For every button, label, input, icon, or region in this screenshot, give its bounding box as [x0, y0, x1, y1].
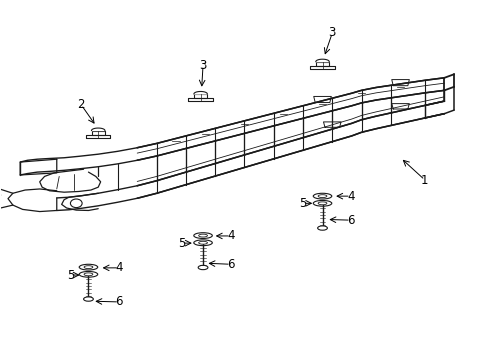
Ellipse shape — [317, 226, 327, 230]
Ellipse shape — [193, 233, 212, 238]
Ellipse shape — [318, 202, 326, 205]
Text: 4: 4 — [115, 261, 122, 274]
Circle shape — [70, 199, 82, 208]
Polygon shape — [391, 104, 408, 109]
Polygon shape — [91, 128, 105, 131]
Text: 3: 3 — [199, 59, 206, 72]
Ellipse shape — [83, 297, 93, 301]
Polygon shape — [194, 94, 207, 98]
Text: 4: 4 — [226, 229, 234, 242]
Polygon shape — [315, 59, 328, 62]
Text: 5: 5 — [178, 237, 185, 249]
Text: 6: 6 — [115, 296, 122, 309]
Ellipse shape — [198, 234, 207, 237]
Text: 4: 4 — [346, 190, 354, 203]
Polygon shape — [137, 78, 444, 160]
Polygon shape — [86, 135, 110, 138]
Text: 1: 1 — [420, 174, 428, 186]
Ellipse shape — [198, 241, 207, 244]
Polygon shape — [323, 122, 340, 127]
Ellipse shape — [84, 266, 93, 269]
Polygon shape — [391, 80, 408, 86]
Ellipse shape — [313, 193, 331, 199]
Ellipse shape — [198, 265, 207, 270]
Polygon shape — [194, 91, 207, 94]
Ellipse shape — [84, 273, 93, 276]
Polygon shape — [315, 62, 328, 66]
Ellipse shape — [313, 201, 331, 206]
Ellipse shape — [193, 240, 212, 246]
Polygon shape — [310, 66, 334, 69]
Polygon shape — [137, 101, 444, 198]
Text: 3: 3 — [328, 27, 335, 40]
Text: 5: 5 — [299, 197, 306, 210]
Ellipse shape — [318, 195, 326, 198]
Polygon shape — [188, 98, 212, 101]
Polygon shape — [91, 131, 105, 135]
Ellipse shape — [79, 264, 98, 270]
Text: 2: 2 — [77, 98, 85, 111]
Ellipse shape — [79, 271, 98, 277]
Text: 6: 6 — [226, 258, 234, 271]
Polygon shape — [137, 78, 444, 186]
Polygon shape — [313, 96, 330, 103]
Text: 6: 6 — [346, 214, 354, 227]
Text: 5: 5 — [66, 269, 74, 282]
